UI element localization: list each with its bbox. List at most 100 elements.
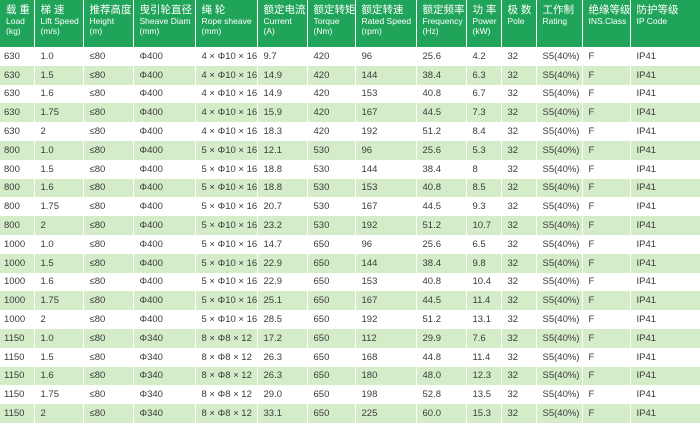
column-header-en2: (kW) <box>472 26 491 36</box>
cell-height: ≤80 <box>83 272 134 292</box>
cell-rope-sheave: 5 × Φ10 × 16 <box>195 197 258 217</box>
cell-frequency: 51.2 <box>416 216 467 235</box>
cell-power: 6.3 <box>466 65 502 85</box>
table-row: 630 1.5 ≤80 Φ400 4 × Φ10 × 16 14.9 420 144 38.4 6… <box>0 65 700 85</box>
table-row: 630 1.75 ≤80 Φ400 4 × Φ10 × 16 15.9 420 167 44.5… <box>0 103 700 123</box>
cell-rated-speed: 180 <box>355 366 417 386</box>
column-header-rope-sheave: 绳 轮 Rope sheave (mm) <box>195 0 258 47</box>
cell-current: 18.8 <box>257 159 308 179</box>
cell-ins-class: F <box>582 216 631 235</box>
cell-height: ≤80 <box>83 122 134 141</box>
cell-ip-code: IP41 <box>630 328 700 348</box>
cell-ip-code: IP41 <box>630 234 700 254</box>
cell-rated-speed: 153 <box>355 272 417 292</box>
cell-torque: 650 <box>307 310 356 329</box>
cell-load: 1000 <box>0 291 35 311</box>
cell-torque: 420 <box>307 47 356 66</box>
cell-load: 800 <box>0 140 35 160</box>
cell-frequency: 48.0 <box>416 366 467 386</box>
cell-power: 13.5 <box>466 385 502 405</box>
column-header-en1: Sheave Diam <box>139 16 191 26</box>
column-header-cn: 绳 轮 <box>201 4 226 16</box>
cell-rating: S5(40%) <box>536 197 583 217</box>
column-header-en2: (m/s) <box>40 26 60 36</box>
column-header-cn: 额定电流 <box>263 4 306 16</box>
cell-ip-code: IP41 <box>630 404 700 423</box>
cell-ins-class: F <box>582 366 631 386</box>
cell-rated-speed: 153 <box>355 178 417 198</box>
cell-power: 15.3 <box>466 404 502 423</box>
cell-sheave-diam: Φ400 <box>133 122 196 141</box>
cell-lift-speed: 1.6 <box>34 366 84 386</box>
cell-rated-speed: 144 <box>355 65 417 85</box>
cell-height: ≤80 <box>83 328 134 348</box>
cell-sheave-diam: Φ400 <box>133 159 196 179</box>
cell-ins-class: F <box>582 103 631 123</box>
cell-lift-speed: 1.5 <box>34 253 84 273</box>
cell-rope-sheave: 4 × Φ10 × 16 <box>195 84 258 104</box>
cell-rated-speed: 192 <box>355 216 417 235</box>
cell-sheave-diam: Φ340 <box>133 328 196 348</box>
cell-frequency: 52.8 <box>416 385 467 405</box>
cell-ins-class: F <box>582 140 631 160</box>
table-row: 800 2 ≤80 Φ400 5 × Φ10 × 16 23.2 530 192 51.2 10.… <box>0 216 700 235</box>
cell-lift-speed: 1.0 <box>34 140 84 160</box>
cell-torque: 650 <box>307 234 356 254</box>
cell-load: 1150 <box>0 347 35 367</box>
column-header-en1: Power <box>472 16 497 26</box>
cell-frequency: 38.4 <box>416 159 467 179</box>
cell-ip-code: IP41 <box>630 310 700 329</box>
column-header-cn: 载 重 <box>6 4 30 16</box>
cell-load: 1150 <box>0 366 35 386</box>
column-header-en2: (A) <box>263 26 275 36</box>
column-header-en1: Frequency <box>422 16 463 26</box>
cell-ip-code: IP41 <box>630 197 700 217</box>
cell-pole: 32 <box>501 347 537 367</box>
column-header-en2: (mm) <box>139 26 160 36</box>
cell-rope-sheave: 5 × Φ10 × 16 <box>195 140 258 160</box>
cell-ip-code: IP41 <box>630 272 700 292</box>
cell-rating: S5(40%) <box>536 103 583 123</box>
cell-sheave-diam: Φ400 <box>133 216 196 235</box>
cell-rope-sheave: 8 × Φ8 × 12 <box>195 347 258 367</box>
cell-rope-sheave: 5 × Φ10 × 16 <box>195 234 258 254</box>
cell-current: 22.9 <box>257 253 308 273</box>
cell-current: 14.9 <box>257 65 308 85</box>
cell-rated-speed: 192 <box>355 310 417 329</box>
cell-frequency: 60.0 <box>416 404 467 423</box>
column-header-en1: Load <box>6 16 25 26</box>
cell-torque: 530 <box>307 197 356 217</box>
cell-sheave-diam: Φ400 <box>133 272 196 292</box>
cell-current: 14.7 <box>257 234 308 254</box>
cell-ins-class: F <box>582 234 631 254</box>
table-row: 1000 1.0 ≤80 Φ400 5 × Φ10 × 16 14.7 650 96 25.6 6… <box>0 234 700 254</box>
cell-sheave-diam: Φ400 <box>133 178 196 198</box>
cell-rope-sheave: 8 × Φ8 × 12 <box>195 385 258 405</box>
cell-ip-code: IP41 <box>630 385 700 405</box>
cell-ip-code: IP41 <box>630 159 700 179</box>
cell-ip-code: IP41 <box>630 366 700 386</box>
cell-sheave-diam: Φ400 <box>133 197 196 217</box>
table-header: 载 重 Load (kg) 梯 速 Lift Speed (m/s) 推荐高度 Height(… <box>0 0 700 47</box>
cell-pole: 32 <box>501 310 537 329</box>
cell-load: 630 <box>0 122 35 141</box>
cell-lift-speed: 1.6 <box>34 178 84 198</box>
cell-rating: S5(40%) <box>536 291 583 311</box>
cell-rated-speed: 96 <box>355 140 417 160</box>
table-row: 1000 1.5 ≤80 Φ400 5 × Φ10 × 16 22.9 650 144 38.4… <box>0 253 700 273</box>
cell-frequency: 44.5 <box>416 103 467 123</box>
cell-power: 13.1 <box>466 310 502 329</box>
cell-ip-code: IP41 <box>630 47 700 66</box>
cell-sheave-diam: Φ340 <box>133 404 196 423</box>
cell-lift-speed: 1.6 <box>34 84 84 104</box>
column-header-frequency: 额定频率 Frequency (Hz) <box>416 0 467 47</box>
column-header-cn: 推荐高度 <box>89 4 132 16</box>
cell-torque: 650 <box>307 385 356 405</box>
cell-rope-sheave: 5 × Φ10 × 16 <box>195 216 258 235</box>
cell-rope-sheave: 8 × Φ8 × 12 <box>195 366 258 386</box>
cell-ip-code: IP41 <box>630 216 700 235</box>
cell-frequency: 40.8 <box>416 272 467 292</box>
cell-rating: S5(40%) <box>536 366 583 386</box>
column-header-cn: 额定转速 <box>361 4 404 16</box>
table-row: 1150 1.0 ≤80 Φ340 8 × Φ8 × 12 17.2 650 112 29.9 7… <box>0 328 700 348</box>
